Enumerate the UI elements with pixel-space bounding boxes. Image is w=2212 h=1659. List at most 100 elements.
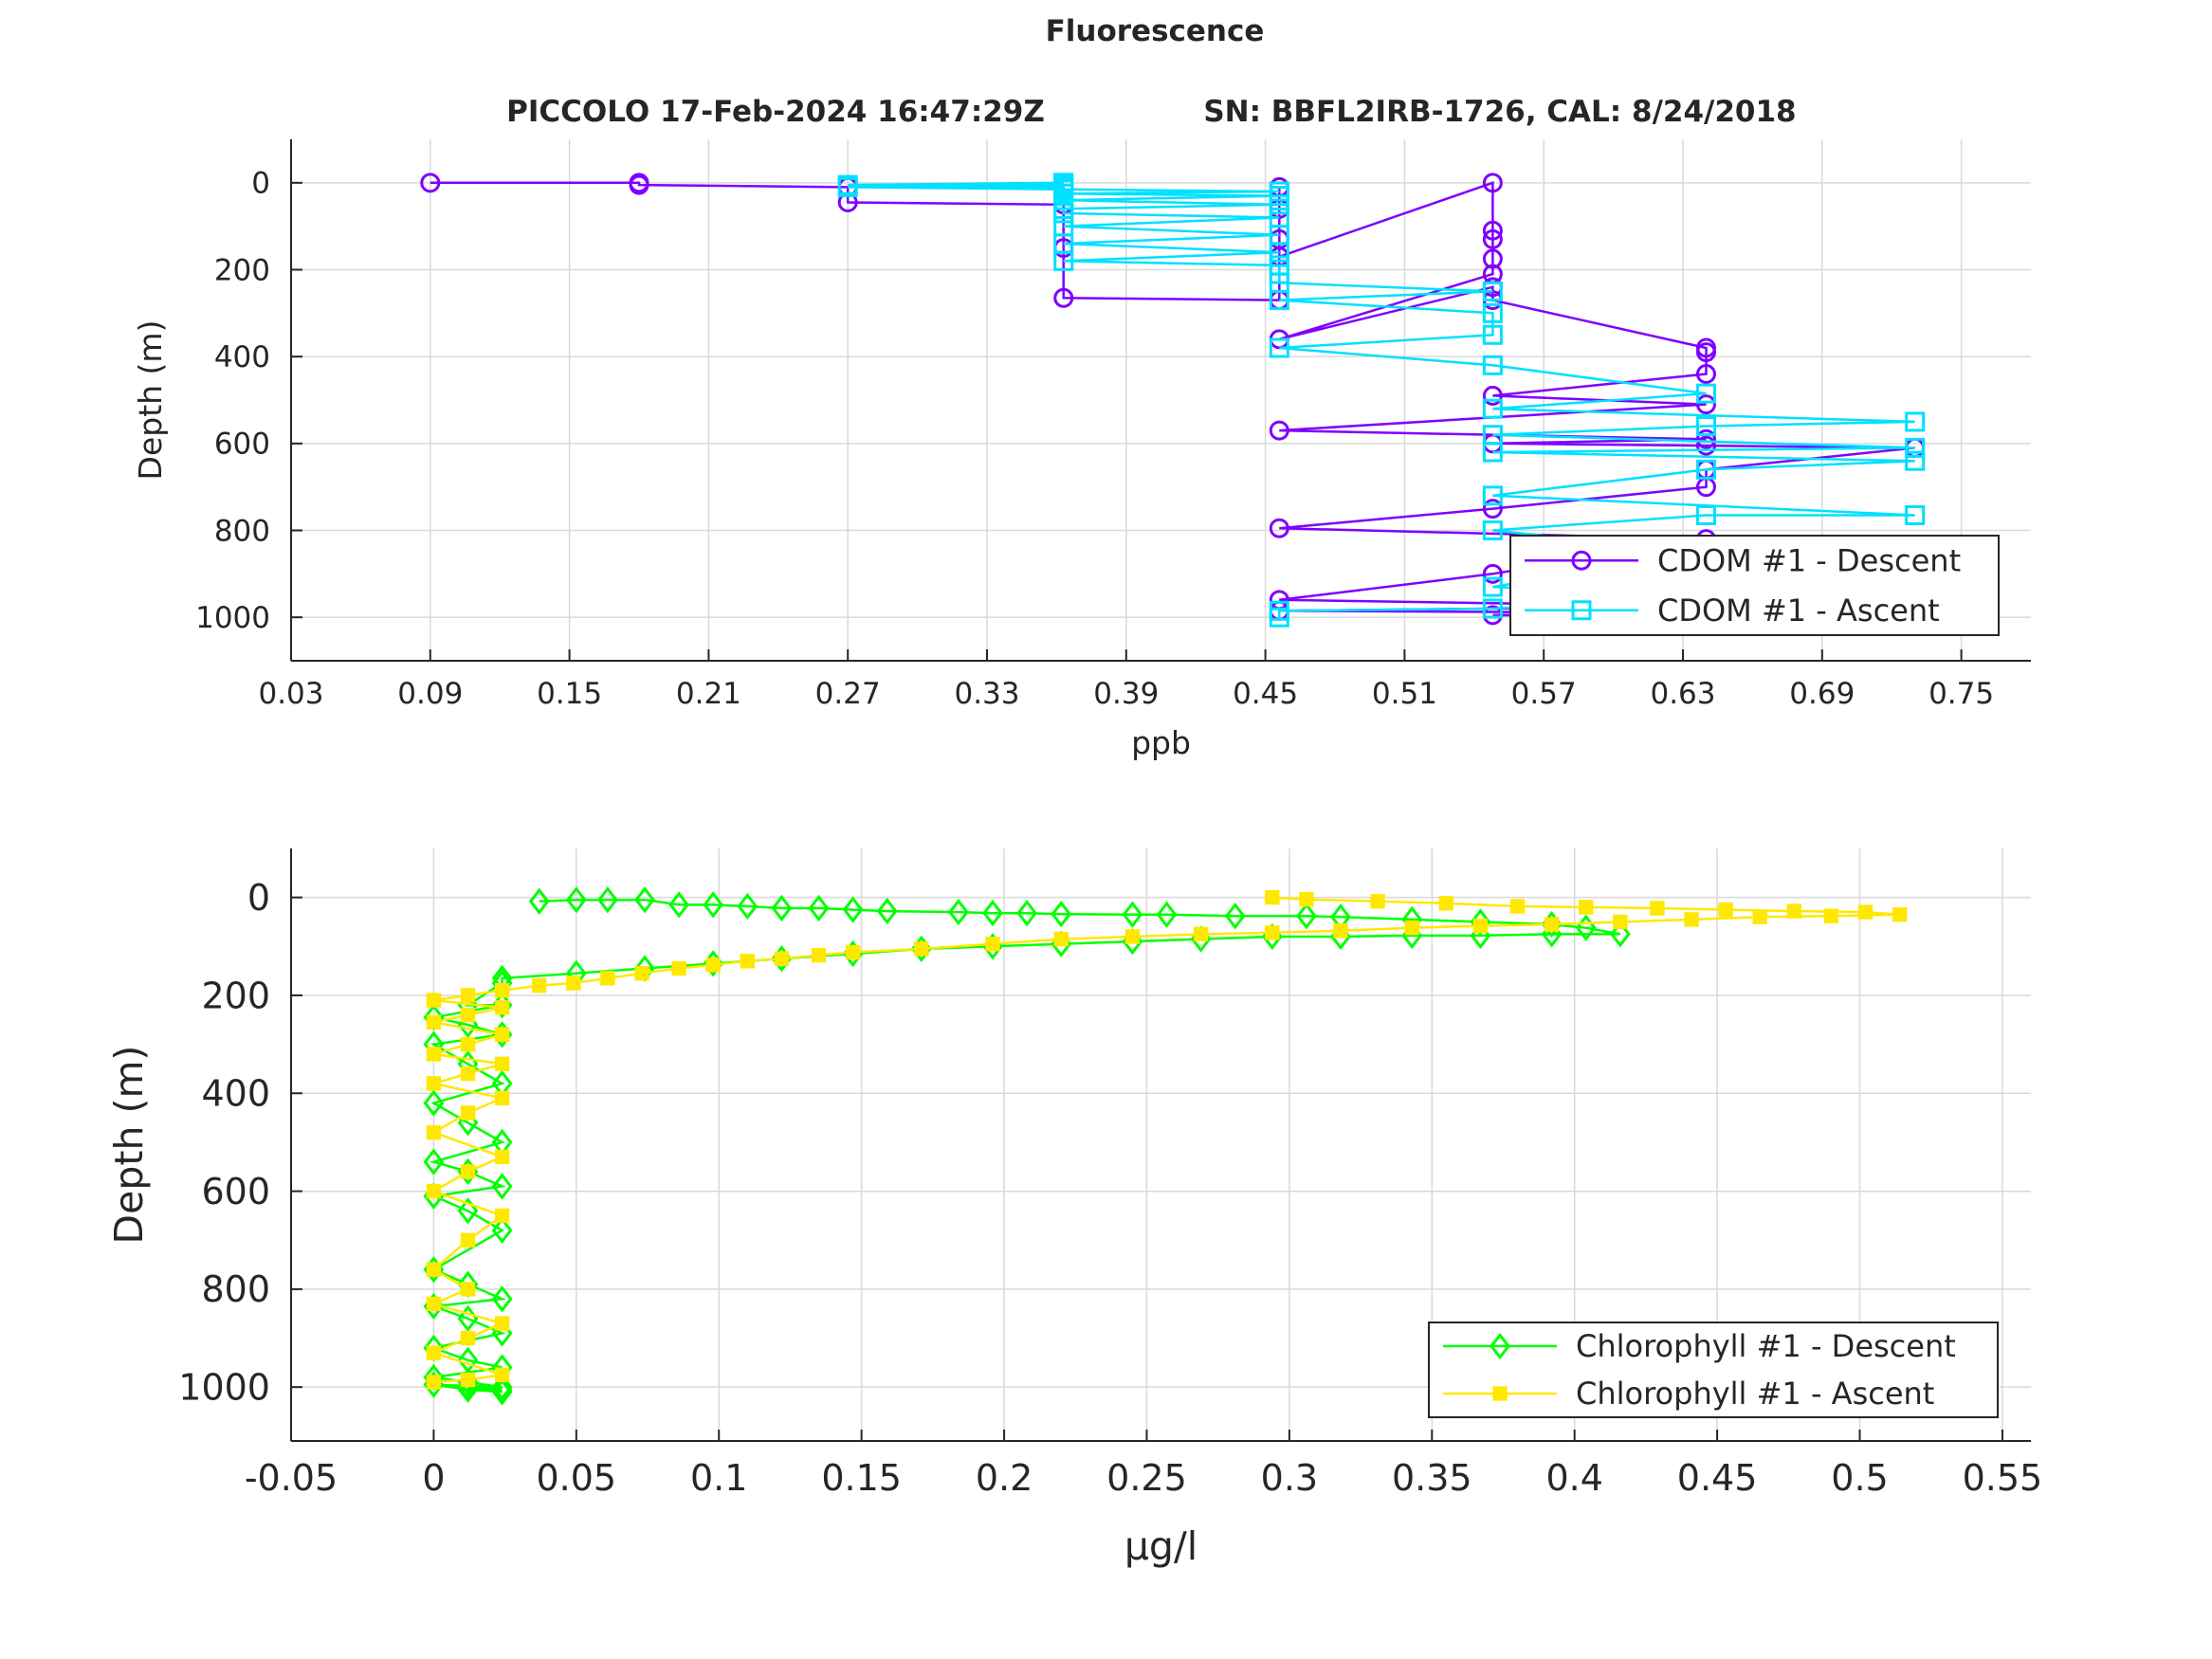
data-point xyxy=(532,977,547,994)
data-point xyxy=(808,894,830,922)
data-point xyxy=(460,1007,476,1023)
data-point xyxy=(460,1164,476,1179)
data-point xyxy=(1472,918,1489,934)
data-point xyxy=(1224,902,1246,930)
data-point xyxy=(460,1232,476,1248)
data-point xyxy=(491,1216,513,1245)
data-point xyxy=(1265,925,1280,940)
data-point xyxy=(460,1036,476,1052)
y-axis-label: Depth (m) xyxy=(106,1046,152,1245)
data-point xyxy=(1482,598,1503,619)
data-point xyxy=(494,1367,510,1382)
data-point xyxy=(629,174,649,195)
data-point xyxy=(1265,889,1280,905)
data-point xyxy=(1438,896,1454,911)
data-point xyxy=(423,1089,445,1117)
data-point xyxy=(1269,181,1289,202)
grid xyxy=(290,848,2031,1441)
data-point xyxy=(948,898,969,926)
data-point xyxy=(1786,903,1802,919)
data-point xyxy=(1695,364,1716,384)
data-point xyxy=(1482,324,1503,345)
figure-subtitle-left: PICCOLO 17-Feb-2024 16:47:29Z xyxy=(506,95,1045,129)
data-point xyxy=(1695,416,1716,436)
legend-marker xyxy=(1492,1386,1508,1401)
data-point xyxy=(1053,287,1074,308)
data-point xyxy=(771,894,793,922)
x-tick-label: 0.75 xyxy=(1929,677,1994,711)
data-point xyxy=(1296,902,1317,930)
data-point xyxy=(1650,901,1665,916)
x-axis-label: μg/l xyxy=(1124,1523,1197,1569)
data-point xyxy=(1269,208,1289,228)
data-point xyxy=(460,1330,476,1346)
x-tick-label: 0.35 xyxy=(1392,1457,1472,1499)
x-tick-label: 0.51 xyxy=(1372,677,1437,711)
data-point xyxy=(494,983,510,998)
data-point xyxy=(1718,902,1733,918)
data-point xyxy=(1482,281,1503,301)
data-point xyxy=(1579,900,1594,915)
data-point xyxy=(1544,917,1560,932)
data-point xyxy=(1752,909,1767,925)
data-point xyxy=(460,1066,476,1082)
x-tick-label: 0.05 xyxy=(537,1457,617,1499)
x-tick-label: 0.39 xyxy=(1093,677,1159,711)
axes: -0.05 0 0.05 0.1 0.15 0.2 0.25 0.3 0.35 0.4 0.45 0.… xyxy=(178,848,2042,1499)
y-tick-label: 600 xyxy=(201,1171,270,1212)
data-point xyxy=(1269,337,1289,358)
data-point xyxy=(1905,504,1926,525)
data-point xyxy=(565,886,587,914)
data-point xyxy=(491,1173,513,1200)
legend-marker xyxy=(1490,1332,1510,1360)
data-point xyxy=(668,891,690,919)
x-tick-label: 0.33 xyxy=(954,677,1019,711)
y-tick-label: 200 xyxy=(214,253,270,287)
data-point xyxy=(845,944,861,960)
data-point xyxy=(1509,899,1526,914)
x-tick-label: 0.63 xyxy=(1650,677,1715,711)
data-point xyxy=(1695,435,1716,456)
data-point xyxy=(426,1262,442,1277)
data-point xyxy=(1857,904,1874,920)
data-point xyxy=(1269,518,1289,538)
x-tick-label: 0.69 xyxy=(1789,677,1855,711)
data-point xyxy=(494,1090,510,1106)
data-point xyxy=(426,1183,442,1199)
legend-marker xyxy=(1571,600,1592,621)
data-point xyxy=(1905,411,1926,432)
data-point xyxy=(460,1105,476,1121)
data-point xyxy=(1482,576,1503,597)
legend: Chlorophyll #1 - Descent Chlorophyll #1 -… xyxy=(1428,1322,1999,1418)
data-point xyxy=(705,957,721,973)
data-point xyxy=(1695,394,1716,415)
data-point xyxy=(1122,901,1143,928)
data-point xyxy=(1482,248,1503,269)
data-point xyxy=(737,892,759,921)
data-point xyxy=(985,937,1000,952)
y-tick-label: 600 xyxy=(214,428,270,462)
x-axis-label: ppb xyxy=(1131,724,1191,761)
data-point xyxy=(491,1376,513,1403)
data-point xyxy=(457,1197,479,1225)
data-point xyxy=(1053,173,1074,193)
data-point xyxy=(1156,901,1178,928)
legend-box xyxy=(1509,535,2000,636)
data-point xyxy=(703,891,724,919)
x-tick-label: 0.15 xyxy=(537,677,602,711)
data-point xyxy=(1124,929,1141,944)
data-point xyxy=(1609,921,1631,948)
y-tick-label: 1000 xyxy=(178,1366,270,1408)
data-point xyxy=(460,988,476,1003)
grid xyxy=(290,139,2031,661)
data-point xyxy=(491,1374,513,1401)
data-point xyxy=(460,1282,476,1297)
data-point xyxy=(494,1056,510,1071)
data-point xyxy=(494,1149,510,1165)
y-tick-label: 800 xyxy=(201,1268,270,1310)
data-point xyxy=(426,1345,442,1360)
legend-marker xyxy=(1571,550,1592,571)
x-tick-label: 0.3 xyxy=(1261,1457,1318,1499)
legend-item: CDOM #1 - Descent xyxy=(1525,542,1961,578)
data-point xyxy=(1016,900,1038,927)
